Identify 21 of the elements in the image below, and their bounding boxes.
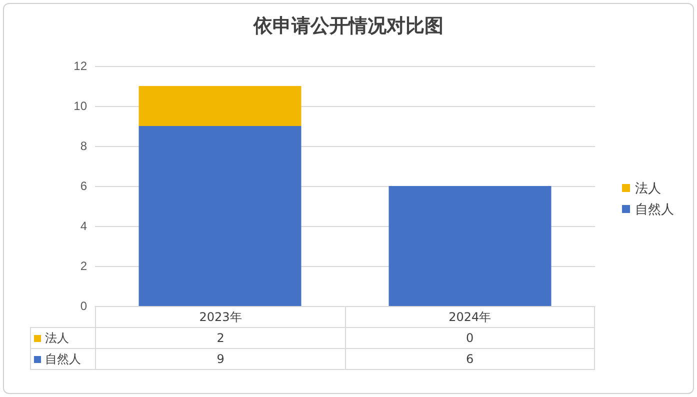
bar: [138, 86, 302, 126]
x-tick-label: 2024年: [345, 306, 594, 328]
y-tick-label: 10: [74, 99, 88, 113]
legend-label: 法人: [635, 180, 661, 196]
y-tick-label: 2: [80, 259, 88, 273]
y-tick-label: 4: [80, 219, 88, 233]
y-tick-label: 6: [80, 179, 88, 193]
text: 法人: [45, 330, 69, 344]
y-tick-label: 8: [80, 139, 88, 153]
bar: [138, 126, 302, 306]
bar: [388, 186, 552, 306]
legend-label: 自然人: [635, 202, 674, 216]
data-label: 9: [96, 348, 346, 370]
data-label: 0: [345, 328, 594, 348]
y-tick-label: 12: [74, 59, 88, 73]
data-label: 6: [345, 348, 594, 370]
text: 自然人: [45, 352, 81, 366]
y-tick-label: 0: [80, 299, 88, 313]
data-label: 2: [96, 328, 346, 348]
chart-title: 依申请公开情况对比图: [252, 15, 444, 37]
x-tick-label: 2023年: [96, 306, 346, 328]
